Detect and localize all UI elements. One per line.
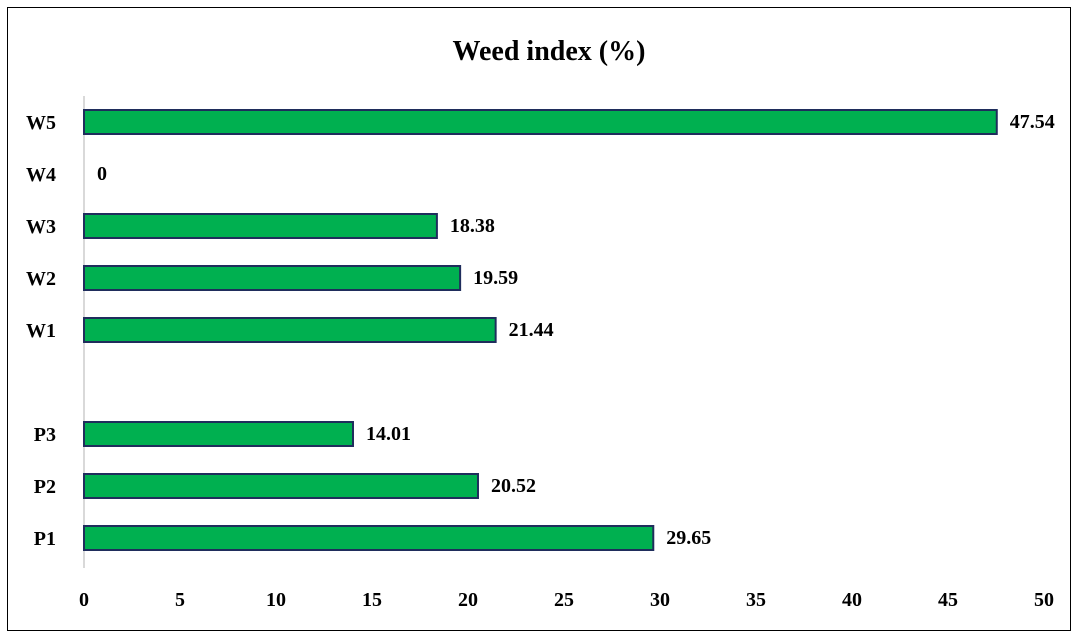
- x-tick-labels: 0 5 10 15 20 25 30 35 40 45 50: [79, 589, 1054, 611]
- bar-w5: [83, 109, 998, 135]
- data-label-w3: 18.38: [450, 215, 495, 237]
- x-tick-label-5: 5: [175, 589, 185, 611]
- y-tick-label-w5: W5: [26, 112, 56, 134]
- data-label-p3: 14.01: [366, 423, 411, 445]
- data-label-p1: 29.65: [666, 527, 711, 549]
- bar-p3: [83, 421, 354, 447]
- bar-w2: [83, 265, 462, 291]
- x-tick-label-10: 10: [266, 589, 286, 611]
- data-label-w1: 21.44: [509, 319, 554, 341]
- weed-index-chart: Weed index (%) W5 W4 W3 W2 W1 P3 P2 P1 47.54 0 18…: [26, 36, 1055, 611]
- data-label-p2: 20.52: [491, 475, 536, 497]
- y-tick-label-w3: W3: [26, 216, 56, 238]
- x-tick-label-15: 15: [362, 589, 382, 611]
- x-tick-label-40: 40: [842, 589, 862, 611]
- x-tick-label-20: 20: [458, 589, 478, 611]
- y-tick-label-p2: P2: [34, 476, 56, 498]
- x-tick-label-35: 35: [746, 589, 766, 611]
- x-tick-label-0: 0: [79, 589, 89, 611]
- data-label-w2: 19.59: [473, 267, 518, 289]
- bars-layer: [83, 109, 998, 551]
- x-tick-label-30: 30: [650, 589, 670, 611]
- chart-title: Weed index (%): [453, 36, 646, 67]
- y-tick-label-p1: P1: [34, 528, 56, 550]
- data-label-w5: 47.54: [1010, 111, 1055, 133]
- bar-p1: [83, 525, 655, 551]
- x-tick-label-50: 50: [1034, 589, 1054, 611]
- bar-p2: [83, 473, 479, 499]
- bar-w1: [83, 317, 497, 343]
- x-tick-label-25: 25: [554, 589, 574, 611]
- y-tick-label-w4: W4: [26, 164, 56, 186]
- y-tick-labels: W5 W4 W3 W2 W1 P3 P2 P1: [26, 112, 56, 550]
- data-label-w4: 0: [97, 163, 107, 185]
- x-tick-label-45: 45: [938, 589, 958, 611]
- bar-w3: [83, 213, 438, 239]
- data-labels: 47.54 0 18.38 19.59 21.44 14.01 20.52 29.65: [97, 111, 1055, 549]
- y-tick-label-p3: P3: [34, 424, 56, 446]
- y-tick-label-w2: W2: [26, 268, 56, 290]
- y-tick-label-w1: W1: [26, 320, 56, 342]
- chart-frame: Weed index (%) W5 W4 W3 W2 W1 P3 P2 P1 47.54 0 18…: [7, 7, 1071, 631]
